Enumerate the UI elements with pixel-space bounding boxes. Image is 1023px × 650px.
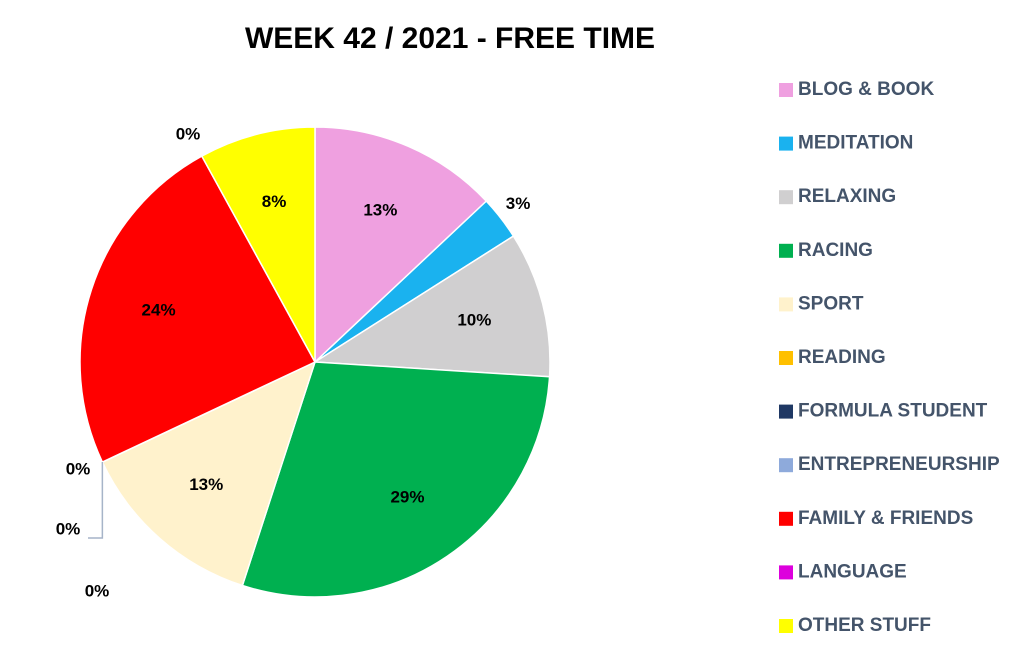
legend-label: ENTREPRENEURSHIP	[798, 454, 1000, 475]
data-label: 24%	[142, 301, 176, 320]
legend-label: MEDITATION	[798, 133, 913, 154]
legend-label: FAMILY & FRIENDS	[798, 508, 973, 529]
pie-slice	[241, 361, 551, 598]
pie-slice	[312, 235, 551, 378]
leader-line	[88, 462, 104, 539]
legend-swatch	[779, 136, 793, 151]
legend-label: RELAXING	[798, 186, 896, 207]
data-label: 10%	[457, 311, 491, 330]
legend-swatch	[779, 190, 793, 205]
data-label: 13%	[363, 201, 397, 220]
legend-label: BLOG & BOOK	[798, 79, 934, 100]
data-label: 0%	[85, 581, 110, 600]
data-label: 29%	[390, 488, 424, 507]
data-label: 0%	[66, 459, 91, 478]
legend-swatch	[779, 619, 793, 633]
data-label: 3%	[506, 194, 531, 213]
pie-slice	[79, 155, 317, 464]
legend-label: READING	[798, 347, 886, 368]
legend-swatch	[779, 83, 793, 97]
pie-slice	[101, 360, 317, 587]
chart-title: WEEK 42 / 2021 - FREE TIME	[245, 22, 655, 55]
legend-label: RACING	[798, 240, 873, 261]
pie-slice	[314, 126, 488, 364]
legend-swatch	[779, 404, 793, 419]
legend-swatch	[779, 351, 793, 365]
legend-swatch	[779, 243, 793, 258]
data-label: 8%	[262, 192, 287, 211]
legend-label: OTHER STUFF	[798, 615, 931, 636]
legend-label: LANGUAGE	[798, 561, 907, 582]
legend-label: FORMULA STUDENT	[798, 401, 988, 422]
legend-swatch	[779, 458, 793, 473]
data-label: 0%	[176, 124, 201, 143]
pie-slice	[200, 126, 316, 363]
legend-swatch	[779, 565, 793, 580]
data-label: 0%	[56, 519, 81, 538]
data-label: 13%	[189, 475, 223, 494]
legend-swatch	[779, 297, 793, 312]
legend-label: SPORT	[798, 293, 864, 314]
legend-swatch	[779, 511, 793, 526]
